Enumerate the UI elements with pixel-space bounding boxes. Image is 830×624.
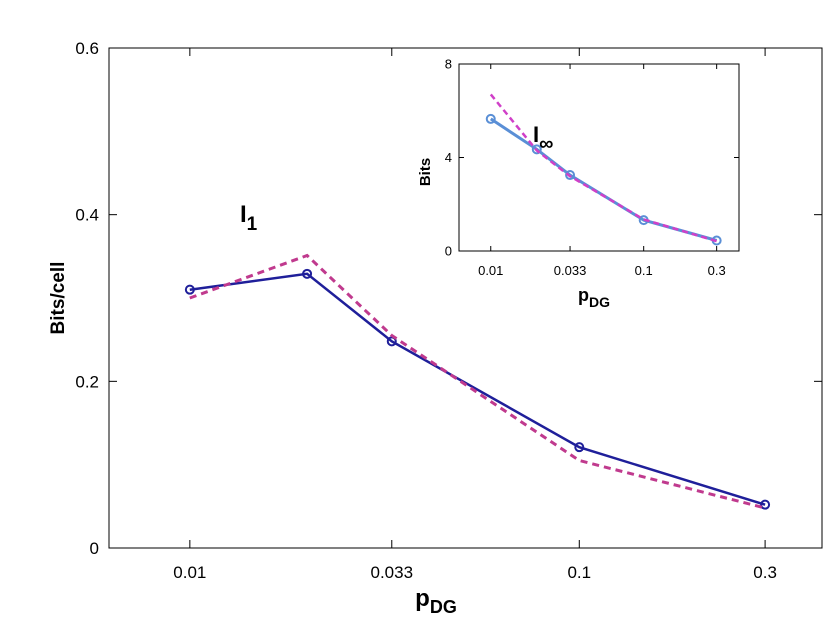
main-x-axis-label-main: p bbox=[415, 585, 430, 612]
main-series-0-point-2 bbox=[386, 336, 397, 347]
main-series-1-line bbox=[189, 253, 766, 510]
main-chart: 00.20.40.6 0.01 0.033 0.1 0.3 Bits/cell pDG… bbox=[48, 39, 823, 617]
main-ytick-label-2: 0.4 bbox=[75, 206, 99, 225]
inset-chart: 0 4 8 0.01 0.033 0.1 0.3 Bits pDG I∞ bbox=[417, 57, 740, 310]
inset-xtick-label-2: 0.1 bbox=[635, 263, 653, 278]
main-annotation-main: I bbox=[240, 201, 247, 228]
main-annotation-sub: 1 bbox=[247, 214, 258, 235]
inset-x-ticks: 0.01 0.033 0.1 0.3 bbox=[478, 64, 726, 278]
inset-x-axis-label: pDG bbox=[578, 285, 610, 310]
inset-ytick-label-0: 0 bbox=[445, 244, 452, 259]
main-xtick-label-2: 0.1 bbox=[567, 563, 591, 582]
inset-series bbox=[485, 93, 722, 246]
inset-annotation-main: I bbox=[533, 122, 539, 147]
main-series-0-point-0 bbox=[184, 284, 195, 295]
inset-x-axis-label-main: p bbox=[578, 285, 589, 305]
inset-series-0-point-1 bbox=[531, 144, 542, 155]
main-series-annotation: I1 bbox=[240, 201, 258, 235]
inset-series-0-point-2 bbox=[565, 170, 576, 181]
main-xtick-label-3: 0.3 bbox=[753, 563, 777, 582]
main-xtick-label-1: 0.033 bbox=[371, 563, 414, 582]
inset-ytick-label-1: 4 bbox=[445, 150, 452, 165]
main-ytick-label-0: 0 bbox=[90, 539, 99, 558]
inset-y-ticks: 0 4 8 bbox=[445, 57, 739, 259]
inset-series-annotation: I∞ bbox=[533, 122, 553, 155]
main-series bbox=[184, 253, 771, 510]
main-series-0-point-3 bbox=[574, 442, 585, 453]
main-x-axis-label-sub: DG bbox=[430, 597, 457, 617]
main-x-axis-label: pDG bbox=[415, 585, 457, 617]
main-series-0-point-4 bbox=[760, 499, 771, 510]
main-ytick-label-1: 0.2 bbox=[75, 372, 99, 391]
main-x-ticks: 0.01 0.033 0.1 0.3 bbox=[173, 48, 777, 582]
inset-xtick-label-3: 0.3 bbox=[708, 263, 726, 278]
main-series-0-point-1 bbox=[302, 268, 313, 279]
main-y-axis-label: Bits/cell bbox=[48, 262, 69, 335]
main-ytick-label-3: 0.6 bbox=[75, 39, 99, 58]
main-plot-frame bbox=[108, 47, 823, 549]
main-xtick-label-0: 0.01 bbox=[173, 563, 206, 582]
inset-x-axis-label-sub: DG bbox=[589, 294, 610, 310]
main-series-0-line bbox=[189, 272, 766, 506]
inset-series-1-line bbox=[489, 93, 718, 243]
inset-annotation-sub: ∞ bbox=[539, 133, 553, 155]
inset-y-axis-label: Bits bbox=[417, 158, 434, 186]
inset-xtick-label-0: 0.01 bbox=[478, 263, 503, 278]
inset-xtick-label-1: 0.033 bbox=[554, 263, 587, 278]
inset-ytick-label-2: 8 bbox=[445, 57, 452, 72]
inset-plot-frame bbox=[458, 63, 740, 252]
main-y-ticks: 0 0.2 0.4 0.6 bbox=[75, 39, 822, 558]
inset-series-0-point-0 bbox=[485, 113, 496, 124]
